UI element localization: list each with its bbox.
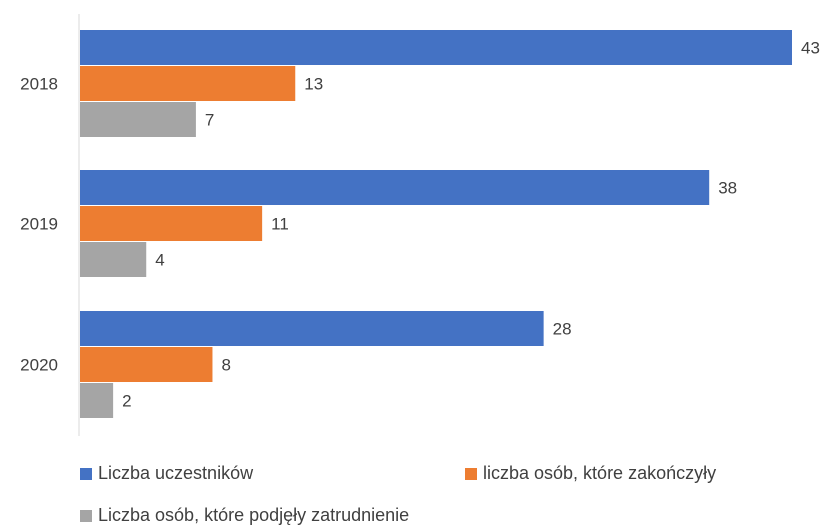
data-label-2020-series-3: 2 <box>122 392 131 411</box>
data-label-2019-series-1: 38 <box>718 179 737 198</box>
data-label-2018-series-1: 43 <box>801 39 820 58</box>
legend-item-series-1: Liczba uczestników <box>80 463 253 484</box>
bar-2018-series-3 <box>80 102 196 137</box>
bar-2020-series-2 <box>80 347 213 382</box>
data-label-2019-series-3: 4 <box>155 251 164 270</box>
data-label-2019-series-2: 11 <box>271 215 289 234</box>
category-tick-2020: 2020 <box>20 356 58 375</box>
bar-2018-series-2 <box>80 66 296 101</box>
data-label-2018-series-2: 13 <box>304 75 323 94</box>
data-label-2020-series-1: 28 <box>553 320 572 339</box>
bar-2019-series-1 <box>80 170 710 205</box>
legend-label-series-2: liczba osób, które zakończyły <box>483 463 717 483</box>
bar-2019-series-3 <box>80 242 147 277</box>
bar-2020-series-3 <box>80 383 114 418</box>
legend-label-series-3: Liczba osób, które podjęły zatrudnienie <box>98 505 410 525</box>
legend-swatch-series-1 <box>80 467 92 480</box>
category-tick-2019: 2019 <box>20 215 58 234</box>
legend-swatch-series-3 <box>80 509 92 522</box>
data-label-2018-series-3: 7 <box>205 111 214 130</box>
category-tick-2018: 2018 <box>20 75 58 94</box>
data-label-2020-series-2: 8 <box>221 356 230 375</box>
bar-2020-series-1 <box>80 311 544 346</box>
legend-item-series-2: liczba osób, które zakończyły <box>465 463 716 484</box>
data-labels-layer: 43 38 28 13 11 8 7 4 2 <box>122 39 820 411</box>
bar-chart: 43 38 28 13 11 8 7 4 2 2018 2019 2020 <box>20 14 820 436</box>
legend-swatch-series-2 <box>465 467 477 480</box>
bar-2019-series-2 <box>80 206 263 241</box>
legend-item-series-3: Liczba osób, które podjęły zatrudnienie <box>80 505 409 526</box>
category-ticks-layer: 2018 2019 2020 <box>20 75 58 375</box>
legend-label-series-1: Liczba uczestników <box>98 463 254 483</box>
bar-2018-series-1 <box>80 30 792 65</box>
bars-layer <box>80 30 792 418</box>
